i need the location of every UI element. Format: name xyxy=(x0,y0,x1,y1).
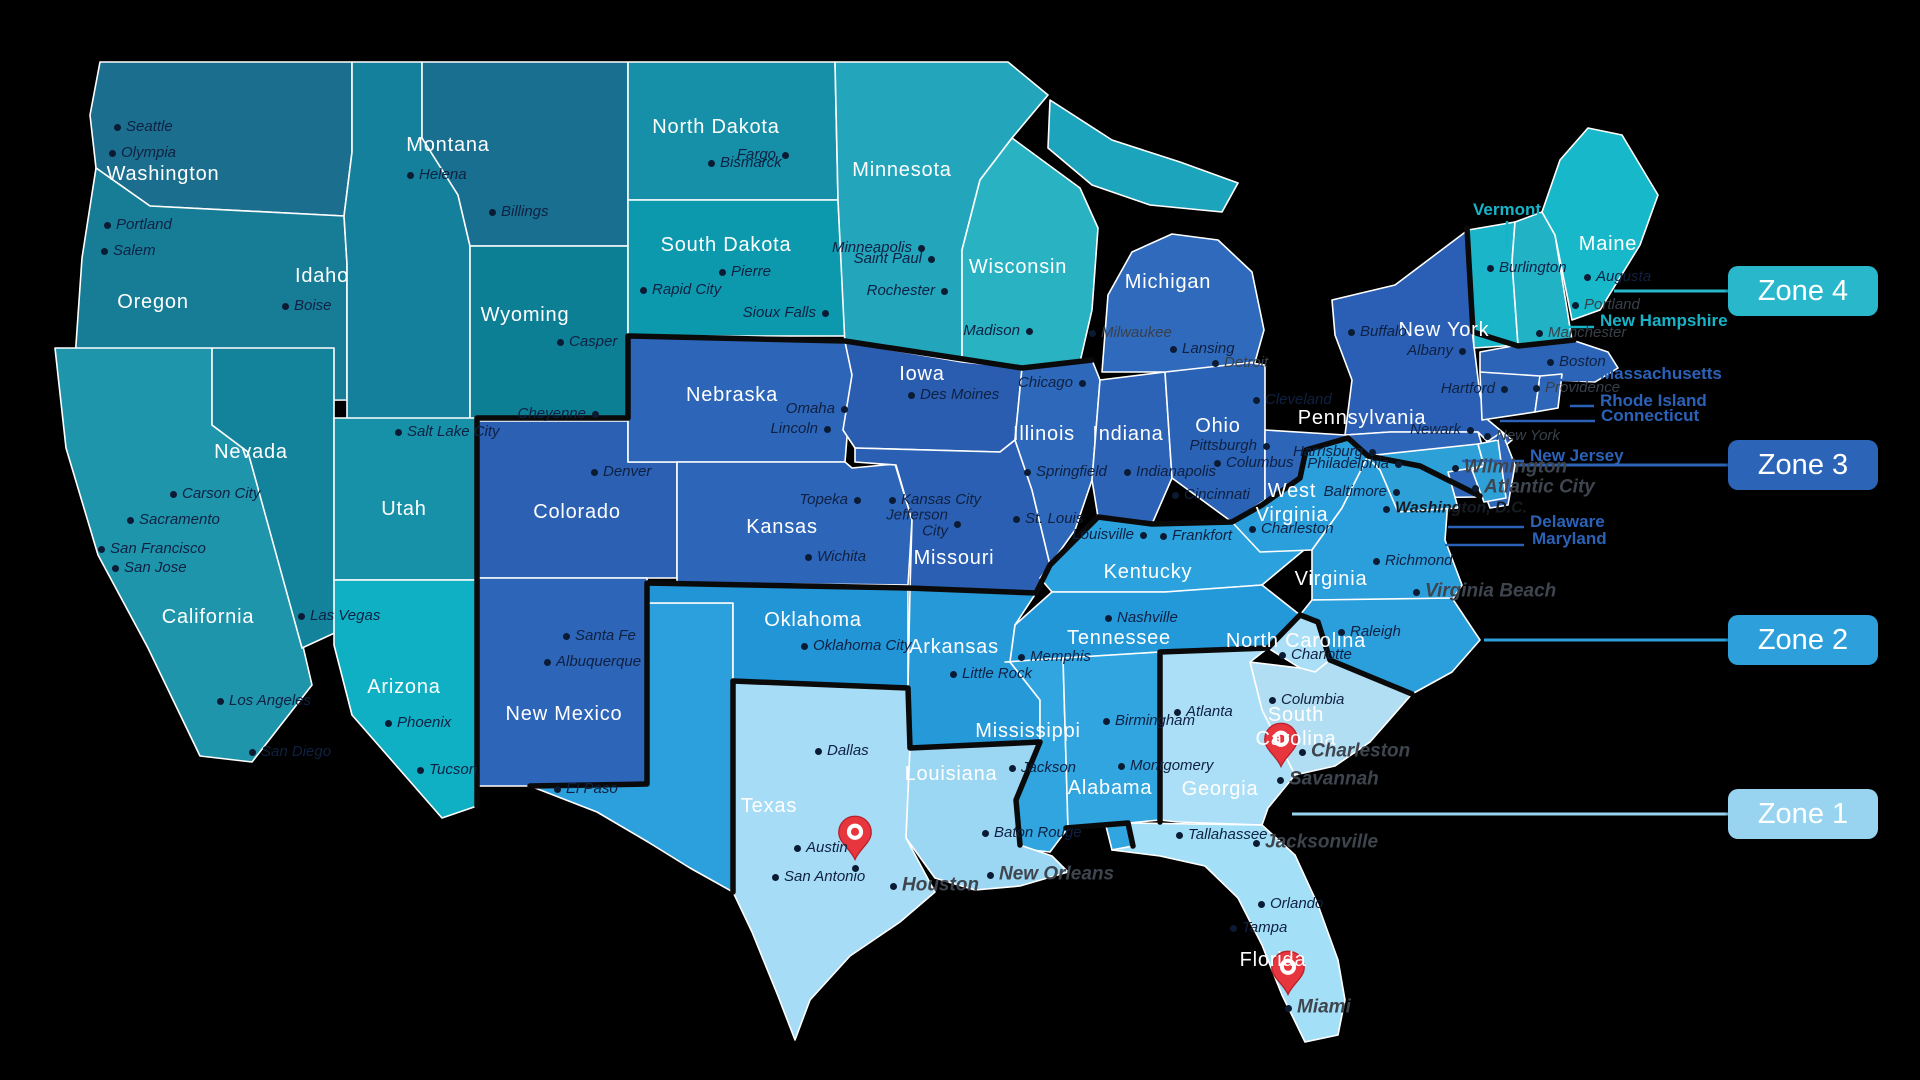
zone-button-zone-2[interactable]: Zone 2 xyxy=(1728,615,1878,665)
zone4-zone3-boundary xyxy=(474,333,1095,809)
zone-boundaries-layer xyxy=(474,225,1577,895)
state-new-mexico xyxy=(476,577,648,787)
zone2-zone1-boundary-southeast xyxy=(1157,612,1415,825)
state-kansas xyxy=(676,461,913,586)
san-antonio-pin xyxy=(838,815,872,862)
state-arizona xyxy=(333,579,478,819)
state-alabama xyxy=(1062,651,1161,851)
state-indiana xyxy=(1091,371,1173,525)
zone3-zone2-boundary xyxy=(527,435,1483,789)
state-delaware xyxy=(1471,439,1507,503)
states-layer xyxy=(54,61,1659,1043)
zone-button-zone-3[interactable]: Zone 3 xyxy=(1728,440,1878,490)
state-utah xyxy=(333,417,478,581)
state-michigan-upper-peninsula xyxy=(1047,99,1239,213)
zone-button-zone-1[interactable]: Zone 1 xyxy=(1728,789,1878,839)
connector-lines-layer xyxy=(1292,221,1728,816)
zone4-zone3-boundary-northeast xyxy=(1464,225,1577,349)
state-rhode-island xyxy=(1534,373,1563,413)
state-south-dakota xyxy=(627,199,846,337)
state-michigan xyxy=(1101,233,1265,373)
state-nebraska xyxy=(627,335,853,463)
state-wyoming xyxy=(469,245,629,422)
pins-layer xyxy=(838,722,1305,997)
state-texas xyxy=(732,680,936,1041)
state-maine xyxy=(1541,127,1659,321)
state-north-dakota xyxy=(627,61,839,201)
zone2-zone1-boundary-texas xyxy=(730,678,1043,895)
state-connecticut xyxy=(1479,371,1541,421)
miami-pin xyxy=(1271,950,1305,997)
state-ohio xyxy=(1164,361,1266,523)
state-illinois xyxy=(1014,359,1101,566)
state-florida xyxy=(1111,822,1346,1043)
savannah-pin xyxy=(1264,722,1298,769)
state-nevada xyxy=(211,347,353,649)
zone-button-zone-4[interactable]: Zone 4 xyxy=(1728,266,1878,316)
zone2-zone1-boundary-florida xyxy=(1063,820,1136,849)
state-georgia xyxy=(1159,647,1296,826)
